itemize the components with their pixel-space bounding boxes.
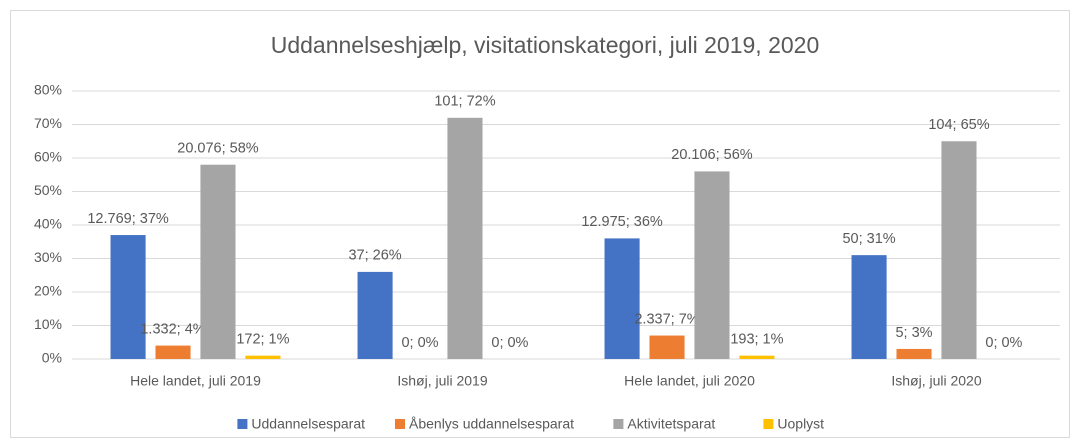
y-tick-label: 60% <box>34 149 62 165</box>
bar <box>941 141 977 359</box>
chart-border <box>10 10 1070 438</box>
x-tick-label: Hele landet, juli 2020 <box>624 373 755 389</box>
data-label: 12.975; 36% <box>581 214 663 230</box>
legend-label: Uddannelsesparat <box>251 416 365 432</box>
bar <box>694 171 730 359</box>
data-label: 172; 1% <box>236 331 289 347</box>
bar <box>155 345 191 359</box>
data-label: 50; 31% <box>842 231 895 247</box>
bar <box>357 271 393 359</box>
bar <box>245 355 281 359</box>
chart-title: Uddannelseshjælp, visitationskategori, j… <box>271 32 820 58</box>
bar <box>604 238 640 359</box>
y-tick-label: 50% <box>34 182 62 198</box>
y-tick-label: 10% <box>34 316 62 332</box>
y-tick-label: 70% <box>34 115 62 131</box>
y-tick-label: 40% <box>34 216 62 232</box>
legend-label: Uoplyst <box>777 416 824 432</box>
x-tick-label: Ishøj, juli 2019 <box>397 373 487 389</box>
y-tick-label: 20% <box>34 283 62 299</box>
bar <box>200 164 236 359</box>
data-label: 0; 0% <box>491 335 528 351</box>
y-tick-label: 0% <box>42 350 62 366</box>
legend-swatch <box>237 419 248 429</box>
bar <box>649 335 685 359</box>
legend-swatch <box>395 419 405 429</box>
data-label: 2.337; 7% <box>634 311 699 327</box>
data-label: 0; 0% <box>401 335 438 351</box>
y-tick-label: 80% <box>34 82 62 98</box>
data-label: 20.106; 56% <box>671 147 753 163</box>
data-label: 0; 0% <box>985 335 1022 351</box>
bar <box>739 355 775 359</box>
legend-swatch <box>613 419 624 429</box>
data-label: 5; 3% <box>895 325 932 341</box>
data-label: 12.769; 37% <box>87 211 169 227</box>
data-label: 20.076; 58% <box>177 141 259 157</box>
y-tick-label: 30% <box>34 249 62 265</box>
legend-swatch <box>763 419 774 429</box>
bar <box>447 117 483 359</box>
data-label: 193; 1% <box>730 331 783 347</box>
bar <box>851 255 887 359</box>
legend-label: Åbenlys uddannelsesparat <box>409 416 574 432</box>
data-label: 37; 26% <box>348 248 401 264</box>
data-label: 104; 65% <box>928 117 989 133</box>
data-label: 101; 72% <box>434 94 495 110</box>
bar <box>896 348 932 359</box>
x-tick-label: Hele landet, juli 2019 <box>130 373 261 389</box>
x-tick-label: Ishøj, juli 2020 <box>891 373 981 389</box>
bar <box>110 235 146 359</box>
legend-label: Aktivitetsparat <box>627 416 715 432</box>
data-label: 1.332; 4% <box>140 321 205 337</box>
